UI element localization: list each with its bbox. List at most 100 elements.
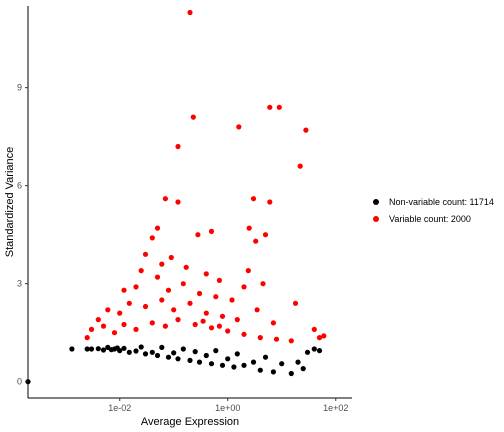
non-variable-point-42 <box>304 349 311 355</box>
variable-point-71 <box>216 323 222 329</box>
variable-point-11 <box>267 199 273 205</box>
non-variable-point-1 <box>69 346 75 352</box>
variable-point-23 <box>183 264 189 270</box>
non-variable-point-29 <box>219 362 226 368</box>
variable-point-21 <box>159 261 165 267</box>
non-variable-point-31 <box>231 364 237 370</box>
variable-point-10 <box>250 196 257 202</box>
non-variable-point-26 <box>203 352 209 359</box>
non-variable-point-13 <box>133 348 139 354</box>
variable-point-3 <box>267 104 273 110</box>
non-variable-point-5 <box>100 347 107 353</box>
variable-point-62 <box>241 331 247 337</box>
variable-point-39 <box>105 307 111 313</box>
variable-point-55 <box>133 326 139 332</box>
variable-point-18 <box>253 238 259 244</box>
variable-point-50 <box>270 320 276 326</box>
variable-point-54 <box>121 321 127 328</box>
variable-point-70 <box>200 318 206 324</box>
y-axis-ticks: 0 3 6 9 <box>17 83 28 387</box>
variable-point-15 <box>154 225 161 231</box>
legend-swatch-non-variable <box>373 199 379 205</box>
variable-point-48 <box>234 317 240 323</box>
non-variable-point-2 <box>84 346 90 352</box>
variable-point-60 <box>208 325 215 331</box>
variable-point-58 <box>175 317 181 323</box>
variable-point-9 <box>175 199 181 205</box>
legend-label-variable: Variable count: 2000 <box>389 214 471 224</box>
x-tick-label-2: 1e+02 <box>323 403 348 413</box>
non-variable-point-28 <box>213 348 219 354</box>
variable-point-42 <box>142 303 149 310</box>
variable-point-32 <box>165 287 172 293</box>
variable-point-49 <box>254 307 260 313</box>
variable-point-30 <box>133 284 139 290</box>
x-tick-label-1: 1e+00 <box>215 403 240 413</box>
variable-point-69 <box>84 335 90 341</box>
variable-point-68 <box>321 333 327 339</box>
variable-point-59 <box>192 321 198 328</box>
non-variable-point-27 <box>208 361 215 367</box>
x-tick-label-0: 1e-02 <box>108 403 131 413</box>
non-variable-point-24 <box>192 349 198 355</box>
variable-point-52 <box>100 323 107 329</box>
non-variable-point-12 <box>126 349 132 355</box>
variable-point-38 <box>95 317 101 323</box>
variable-point-22 <box>168 254 174 261</box>
variable-point-17 <box>262 232 269 238</box>
x-axis-ticks: 1e-02 1e+00 1e+02 <box>108 398 348 413</box>
variable-point-14 <box>246 225 252 231</box>
variable-point-29 <box>121 287 127 293</box>
non-variable-point-10 <box>117 348 123 354</box>
non-variable-point-23 <box>187 357 193 363</box>
variable-point-64 <box>273 336 280 342</box>
y-tick-label-2: 6 <box>17 181 22 191</box>
variable-point-37 <box>241 284 247 290</box>
variable-point-53 <box>111 330 118 336</box>
non-variable-point-40 <box>295 359 301 365</box>
variable-point-31 <box>154 274 161 280</box>
non-variable-point-43 <box>311 346 317 352</box>
variable-point-51 <box>88 326 95 332</box>
variable-point-25 <box>216 277 222 283</box>
variable-point-6 <box>175 143 181 150</box>
variable-point-44 <box>171 307 177 313</box>
variable-point-36 <box>229 297 235 303</box>
variable-point-65 <box>288 338 294 344</box>
y-tick-label-1: 3 <box>17 279 22 289</box>
variable-point-26 <box>245 268 251 274</box>
non-variable-point-41 <box>300 366 306 372</box>
legend-swatch-variable <box>373 216 379 222</box>
variable-point-35 <box>213 294 219 300</box>
variable-point-5 <box>303 127 309 133</box>
variable-point-63 <box>257 335 263 341</box>
variable-point-28 <box>292 300 299 306</box>
variable-point-19 <box>142 251 149 257</box>
non-variable-point-14 <box>138 344 144 350</box>
variable-point-2 <box>236 124 242 130</box>
non-variable-point-37 <box>270 369 276 375</box>
non-variable-point-38 <box>279 361 285 367</box>
non-variable-point-15 <box>142 351 149 357</box>
variable-point-0 <box>187 9 193 16</box>
variable-point-33 <box>180 281 186 287</box>
variable-point-8 <box>162 196 168 202</box>
variable-point-4 <box>276 104 282 110</box>
non-variable-point-11 <box>121 345 127 351</box>
variable-point-56 <box>149 320 155 326</box>
variable-point-61 <box>225 328 231 334</box>
variable-point-7 <box>297 163 303 169</box>
non-variable-point-39 <box>288 370 294 377</box>
variable-point-46 <box>203 310 209 316</box>
y-tick-label-0: 0 <box>17 377 22 387</box>
variable-point-20 <box>138 268 144 274</box>
non-variable-point-19 <box>165 354 172 360</box>
variable-point-27 <box>260 281 266 287</box>
variable-point-40 <box>117 310 123 316</box>
non-variable-point-32 <box>234 351 240 357</box>
non-variable-point-17 <box>154 352 161 359</box>
non-variable-point-34 <box>250 359 257 365</box>
variable-point-41 <box>126 300 132 306</box>
y-tick-label-3: 9 <box>17 83 22 93</box>
